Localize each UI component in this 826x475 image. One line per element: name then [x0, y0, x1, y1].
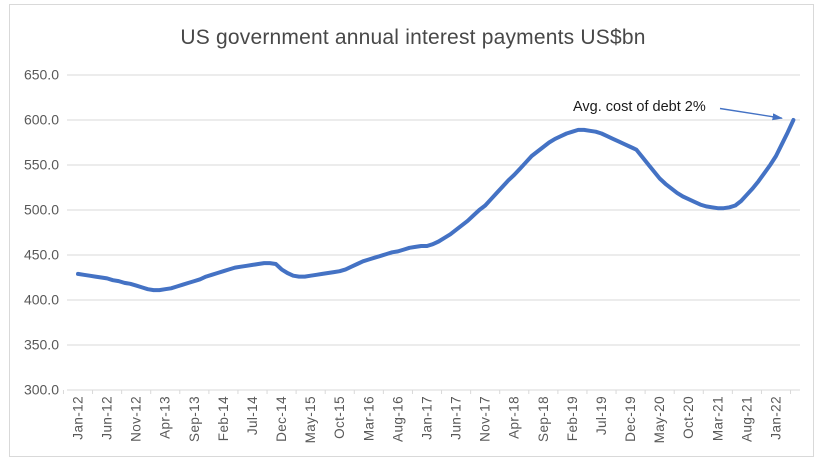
x-tick-label: Aug-21: [739, 396, 754, 442]
y-tick-label: 550.0: [24, 157, 59, 173]
annotation-arrow-line: [719, 107, 783, 121]
x-tick-label: Nov-17: [478, 396, 493, 442]
x-tick-label: May-15: [303, 396, 318, 443]
x-tick-label: Mar-16: [361, 396, 376, 441]
x-tick-label: Feb-19: [565, 396, 580, 441]
y-tick-label: 450.0: [24, 247, 59, 263]
x-tick-label: Oct-15: [332, 396, 347, 439]
x-tick-label: Jan-17: [419, 396, 434, 440]
x-tick-label: Dec-14: [274, 396, 289, 442]
x-tick-label: Jan-22: [768, 396, 783, 440]
x-tick-label: Dec-19: [623, 396, 638, 442]
x-tick-label: Nov-12: [129, 396, 144, 442]
x-tick-label: Jul-14: [245, 396, 260, 435]
y-axis-labels: 650.0 600.0 550.0 500.0 450.0 400.0 350.0 300.0: [24, 67, 59, 398]
series-line: [76, 118, 796, 293]
x-tick-label: Apr-18: [507, 396, 522, 439]
y-tick-label: 600.0: [24, 112, 59, 128]
annotation-arrow: [719, 107, 783, 121]
annotation-label: Avg. cost of debt 2%: [573, 99, 706, 115]
y-tick-label: 400.0: [24, 292, 59, 308]
x-tick-label: Jun-12: [100, 396, 115, 440]
x-tick-label: Oct-20: [681, 396, 696, 439]
gridlines: [67, 74, 800, 391]
y-tick-label: 300.0: [24, 382, 59, 398]
x-tick-label: Mar-21: [710, 396, 725, 441]
x-tick-label: Sep-18: [536, 396, 551, 442]
x-tick-label: May-20: [652, 396, 667, 443]
y-tick-label: 500.0: [24, 202, 59, 218]
axis-tick-marks: [62, 390, 792, 394]
x-tick-label: Jul-19: [594, 396, 609, 435]
x-tick-label: Apr-13: [158, 396, 173, 439]
x-tick-label: Sep-13: [187, 396, 202, 442]
x-tick-label: Jun-17: [449, 396, 464, 440]
x-tick-label: Feb-14: [216, 396, 231, 441]
chart-title: US government annual interest payments U…: [180, 26, 646, 49]
x-tick-label: Aug-16: [390, 396, 405, 442]
x-tick-label: Jan-12: [71, 396, 86, 440]
y-tick-label: 350.0: [24, 337, 59, 353]
chart-frame: [9, 4, 814, 457]
x-axis-labels: Jan-12 Jun-12 Nov-12 Apr-13 Sep-13 Feb-14 Jul-…: [71, 396, 784, 444]
data-series: [76, 118, 796, 293]
y-tick-label: 650.0: [24, 67, 59, 83]
